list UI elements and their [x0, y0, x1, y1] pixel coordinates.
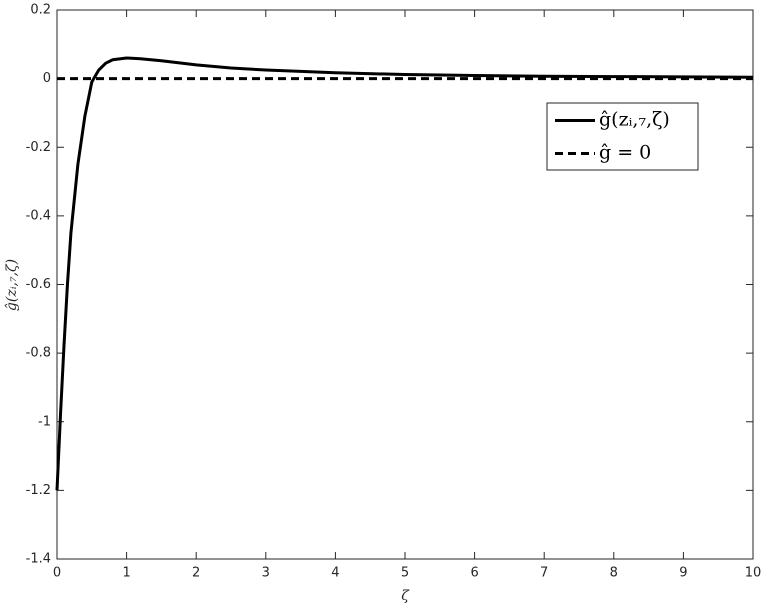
x-tick-label: 10 — [745, 566, 762, 581]
y-tick-label: -0.4 — [26, 208, 51, 223]
legend-label: ĝ(zᵢ,₇,ζ) — [599, 109, 670, 131]
x-tick-label: 6 — [470, 566, 478, 581]
x-tick-label: 8 — [610, 566, 618, 581]
x-tick-label: 9 — [679, 566, 687, 581]
x-tick-label: 1 — [122, 566, 130, 581]
y-tick-label: 0 — [43, 71, 51, 86]
x-tick-label: 0 — [53, 566, 61, 581]
legend-box — [546, 102, 699, 171]
y-tick-label: -1.4 — [26, 552, 51, 567]
y-tick-label: -0.2 — [26, 140, 51, 155]
x-tick-label: 5 — [401, 566, 409, 581]
y-tick-label: 0.2 — [30, 3, 51, 18]
series-line — [55, 56, 754, 491]
x-tick-label: 2 — [192, 566, 200, 581]
y-axis-label: ĝ(zᵢ,₇,ζ) — [3, 259, 20, 311]
x-tick-label: 4 — [331, 566, 339, 581]
x-axis-label: ζ — [401, 588, 410, 604]
legend-label: ĝ = 0 — [599, 142, 651, 164]
x-tick-label: 3 — [262, 566, 270, 581]
y-tick-label: -1.2 — [26, 483, 51, 498]
y-tick-label: -1 — [38, 414, 51, 429]
x-tick-label: 7 — [540, 566, 548, 581]
y-tick-label: -0.6 — [26, 277, 51, 292]
y-tick-label: -0.8 — [26, 346, 51, 361]
plot-frame — [56, 9, 754, 560]
